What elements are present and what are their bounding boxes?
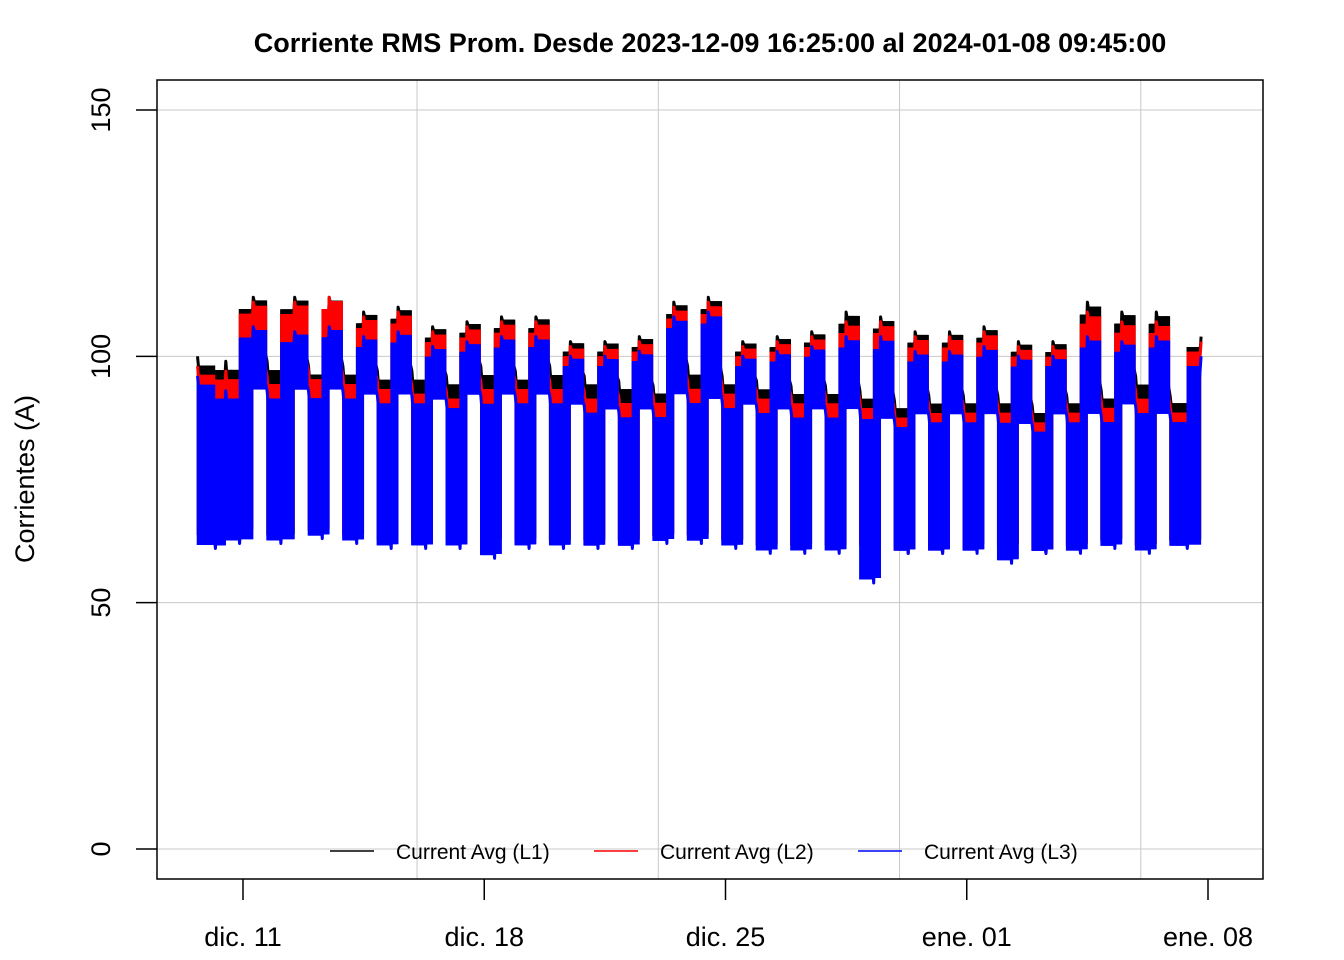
y-axis-label: Corrientes (A) bbox=[10, 395, 40, 563]
x-tick-label: dic. 11 bbox=[204, 922, 282, 952]
x-tick-label: dic. 18 bbox=[444, 922, 524, 952]
legend-label: Current Avg (L1) bbox=[396, 841, 550, 864]
legend-label: Current Avg (L3) bbox=[924, 841, 1078, 864]
x-axis: dic. 11 dic. 18 dic. 25 ene. 01 ene. 08 bbox=[204, 879, 1253, 952]
legend: Current Avg (L1) Current Avg (L2) Current … bbox=[330, 841, 1078, 864]
y-tick-label: 0 bbox=[86, 841, 116, 856]
series-layer bbox=[196, 295, 1203, 585]
y-tick-label: 150 bbox=[86, 87, 116, 132]
plot-frame bbox=[156, 79, 1264, 880]
y-axis: 0 50 100 150 bbox=[86, 87, 157, 857]
chart-title: Corriente RMS Prom. Desde 2023-12-09 16:… bbox=[254, 28, 1167, 58]
series-3 bbox=[196, 310, 1203, 585]
x-tick-label: ene. 08 bbox=[1163, 922, 1253, 952]
y-tick-label: 50 bbox=[86, 588, 116, 618]
x-tick-label: dic. 25 bbox=[686, 922, 766, 952]
legend-label: Current Avg (L2) bbox=[660, 841, 814, 864]
x-tick-label: ene. 01 bbox=[922, 922, 1012, 952]
y-tick-label: 100 bbox=[86, 334, 116, 379]
